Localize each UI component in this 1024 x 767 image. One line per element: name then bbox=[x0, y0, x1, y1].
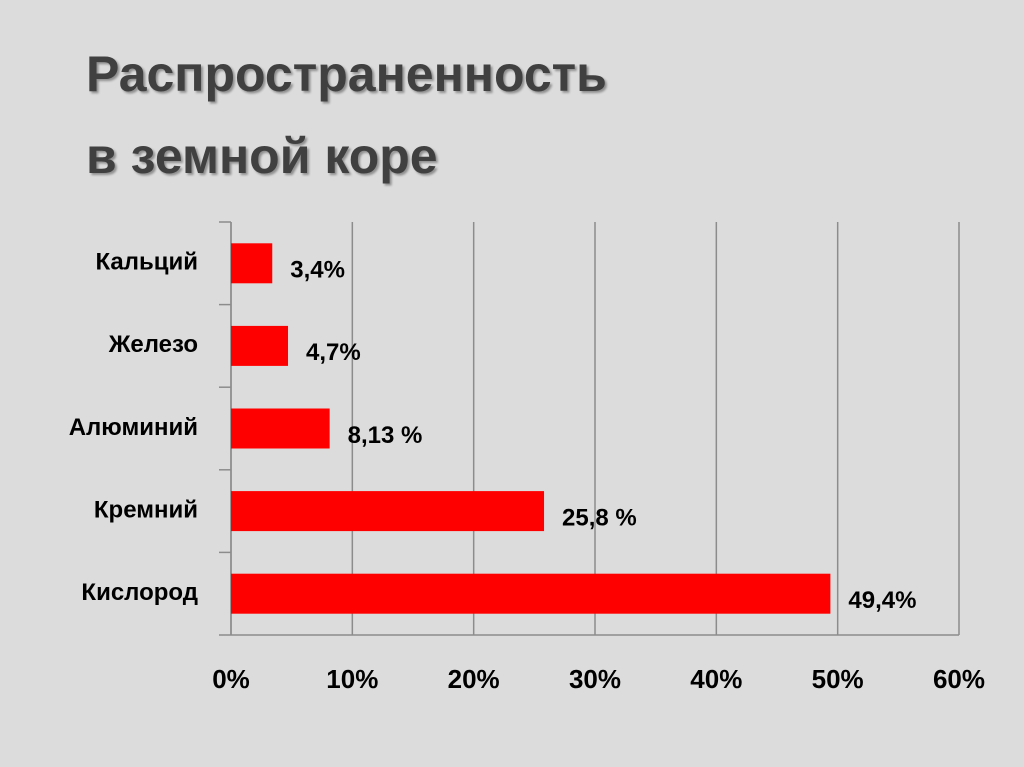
title-line: Распространенность bbox=[86, 46, 607, 102]
title-line: в земной коре bbox=[86, 128, 438, 184]
x-tick-label: 0% bbox=[212, 664, 250, 694]
x-tick-label: 30% bbox=[569, 664, 621, 694]
value-label: 25,8 % bbox=[562, 504, 637, 531]
value-label: 4,7% bbox=[306, 339, 361, 366]
bar bbox=[231, 243, 273, 284]
category-label: Кислород bbox=[81, 579, 198, 606]
bar bbox=[231, 573, 831, 614]
category-label: Кальций bbox=[95, 249, 198, 276]
x-tick-label: 20% bbox=[448, 664, 500, 694]
bar bbox=[231, 408, 330, 449]
x-tick-label: 60% bbox=[933, 664, 985, 694]
value-label: 49,4% bbox=[848, 587, 916, 614]
category-label: Алюминий bbox=[69, 414, 198, 441]
value-label: 3,4% bbox=[290, 257, 345, 284]
category-label: Кремний bbox=[94, 496, 198, 523]
value-label: 8,13 % bbox=[348, 422, 423, 449]
x-tick-label: 50% bbox=[812, 664, 864, 694]
bar bbox=[231, 491, 545, 532]
x-tick-label: 40% bbox=[690, 664, 742, 694]
bar bbox=[231, 325, 289, 366]
category-label: Железо bbox=[108, 331, 198, 358]
x-tick-label: 10% bbox=[326, 664, 378, 694]
